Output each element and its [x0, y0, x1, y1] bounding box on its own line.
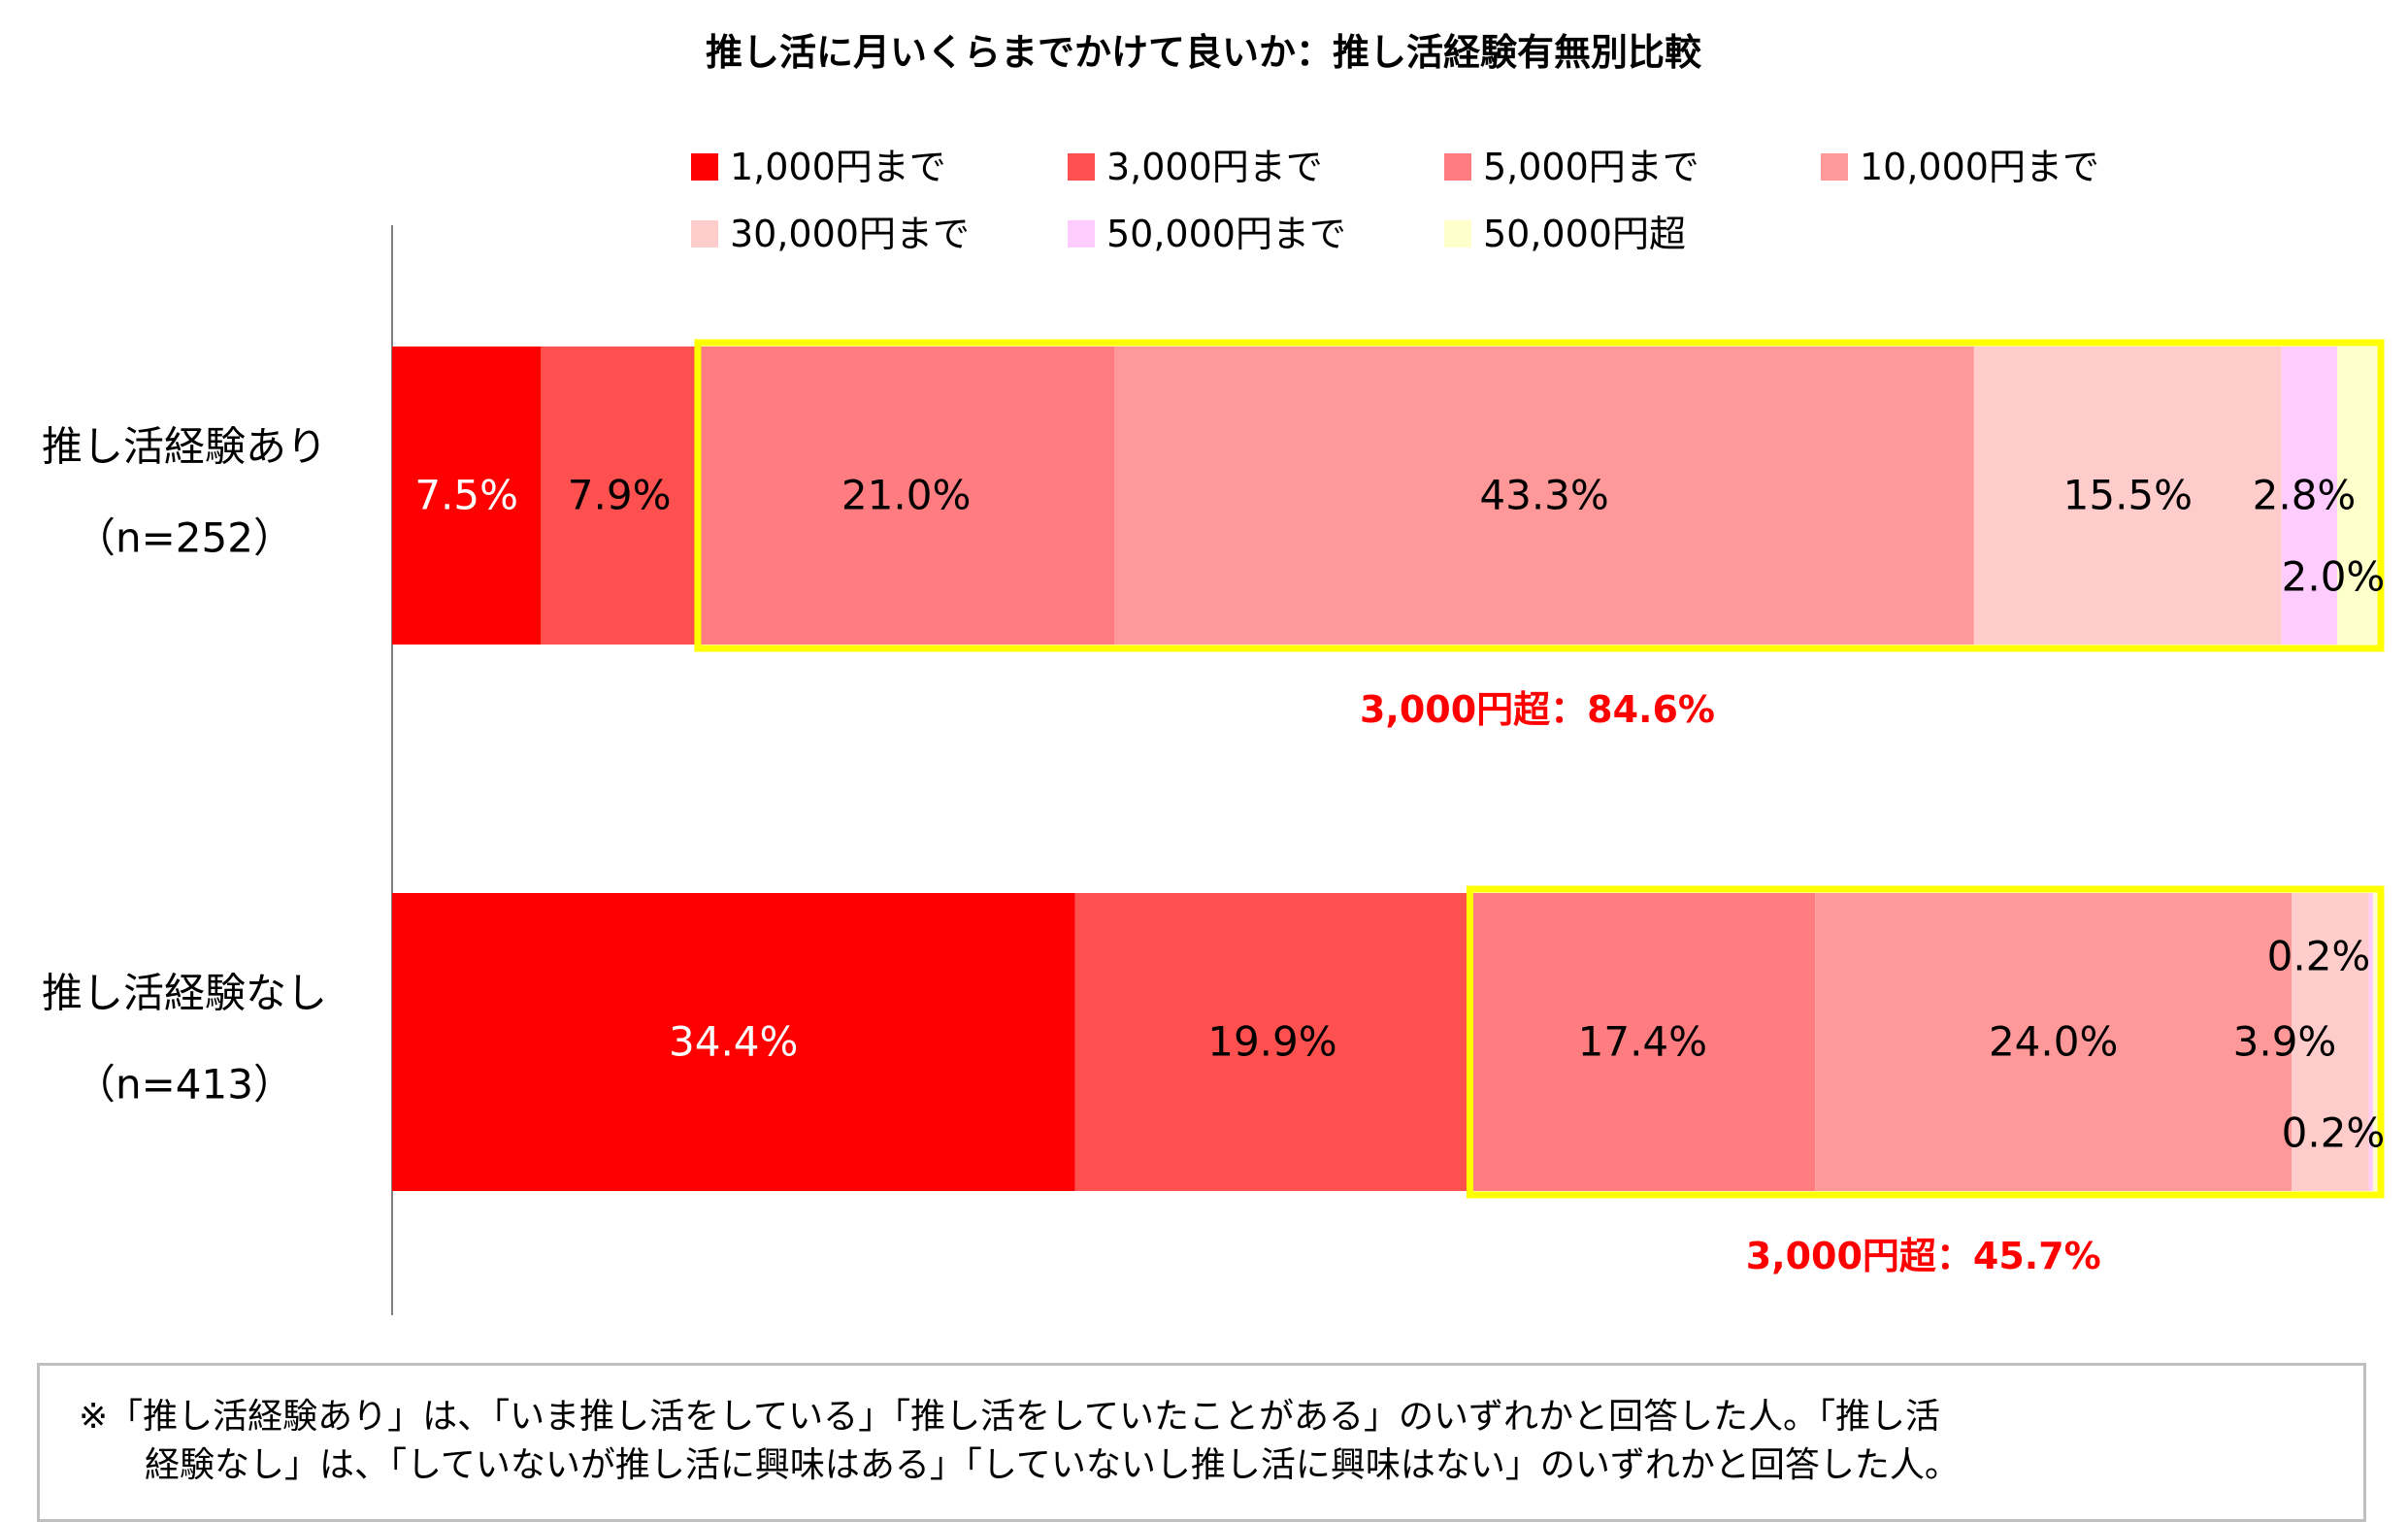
- data-label: 24.0%: [1989, 1018, 2118, 1066]
- data-label: 15.5%: [2063, 472, 2193, 519]
- bar-segment: [1114, 347, 1974, 645]
- bar-segment: [392, 347, 542, 645]
- legend-swatch: [1444, 220, 1471, 248]
- data-label: 2.0%: [2282, 553, 2386, 601]
- highlight-boxes: [694, 339, 2385, 1199]
- footnote-box: ※「推し活経験あり」は、「いま推し活をしている」「推し活をしていたことがある」の…: [37, 1363, 2366, 1522]
- legend-swatch: [1068, 153, 1095, 181]
- bar-segment: [2281, 347, 2338, 645]
- data-label: 19.9%: [1207, 1018, 1336, 1066]
- chart-title: 推し活に月いくらまでかけて良いか：推し活経験有無別比較: [706, 31, 1702, 74]
- data-label: 0.2%: [2267, 933, 2371, 980]
- annotation-label: 3,000円超：84.6%: [1360, 688, 1715, 731]
- legend-swatch: [1068, 220, 1095, 248]
- stacked-bar-chart: 推し活に月いくらまでかけて良いか：推し活経験有無別比較 1,000円まで 3,00…: [42, 31, 2385, 1315]
- bar-segment: [2292, 893, 2369, 1191]
- footnote-line-1: ※「推し活経験あり」は、「いま推し活をしている」「推し活をしていたことがある」の…: [79, 1397, 1941, 1437]
- legend-swatch: [1444, 153, 1471, 181]
- bars: [392, 347, 2377, 1191]
- bar-segment: [1074, 893, 1470, 1191]
- category-sublabel: （n=252）: [75, 514, 294, 562]
- highlight-box: [1466, 885, 2385, 1199]
- category-sublabel: （n=413）: [75, 1061, 294, 1108]
- category-label: 推し活経験あり: [42, 423, 327, 471]
- legend-label: 1,000円まで: [730, 146, 946, 188]
- legend-swatch: [1821, 153, 1848, 181]
- bar-segment: [1469, 893, 1816, 1191]
- legend-swatch: [691, 220, 718, 248]
- annotations: 3,000円超：84.6% 3,000円超：45.7%: [1360, 688, 2101, 1277]
- data-label: 21.0%: [841, 472, 971, 519]
- bar-segment: [541, 347, 698, 645]
- data-label: 0.2%: [2282, 1109, 2386, 1157]
- bar-segment: [2337, 347, 2377, 645]
- legend: 1,000円まで 3,000円まで 5,000円まで 10,000円まで 30,000円…: [691, 146, 2099, 255]
- data-labels: 7.5% 7.9% 21.0% 43.3% 15.5% 2.8% 2.0% 34.4% 19.9…: [414, 472, 2385, 1157]
- category-label: 推し活経験なし: [42, 970, 327, 1017]
- legend-label: 50,000円超: [1483, 213, 1686, 255]
- bar-segment: [2372, 893, 2377, 1191]
- bar-segment: [697, 347, 1115, 645]
- data-label: 7.5%: [414, 472, 518, 519]
- legend-label: 3,000円まで: [1106, 146, 1323, 188]
- bar-segment: [2368, 893, 2373, 1191]
- legend-swatch: [691, 153, 718, 181]
- data-label: 43.3%: [1479, 472, 1608, 519]
- annotation-label: 3,000円超：45.7%: [1746, 1235, 2101, 1277]
- category-labels: 推し活経験あり （n=252） 推し活経験なし （n=413）: [42, 423, 327, 1108]
- bar-segment: [1815, 893, 2293, 1191]
- footnote-line-2: 経験なし」は、「していないが推し活に興味はある」「していないし推し活に興味はない…: [145, 1445, 1960, 1485]
- highlight-box: [694, 339, 2385, 652]
- legend-label: 30,000円まで: [730, 213, 970, 255]
- data-label: 3.9%: [2233, 1018, 2337, 1066]
- data-label: 2.8%: [2253, 472, 2357, 519]
- data-label: 7.9%: [568, 472, 672, 519]
- legend-label: 5,000円まで: [1483, 146, 1699, 188]
- data-label: 17.4%: [1578, 1018, 1707, 1066]
- bar-segment: [392, 893, 1075, 1191]
- data-label: 34.4%: [669, 1018, 798, 1066]
- bar-segment: [1973, 347, 2282, 645]
- legend-label: 10,000円まで: [1860, 146, 2099, 188]
- legend-label: 50,000円まで: [1106, 213, 1346, 255]
